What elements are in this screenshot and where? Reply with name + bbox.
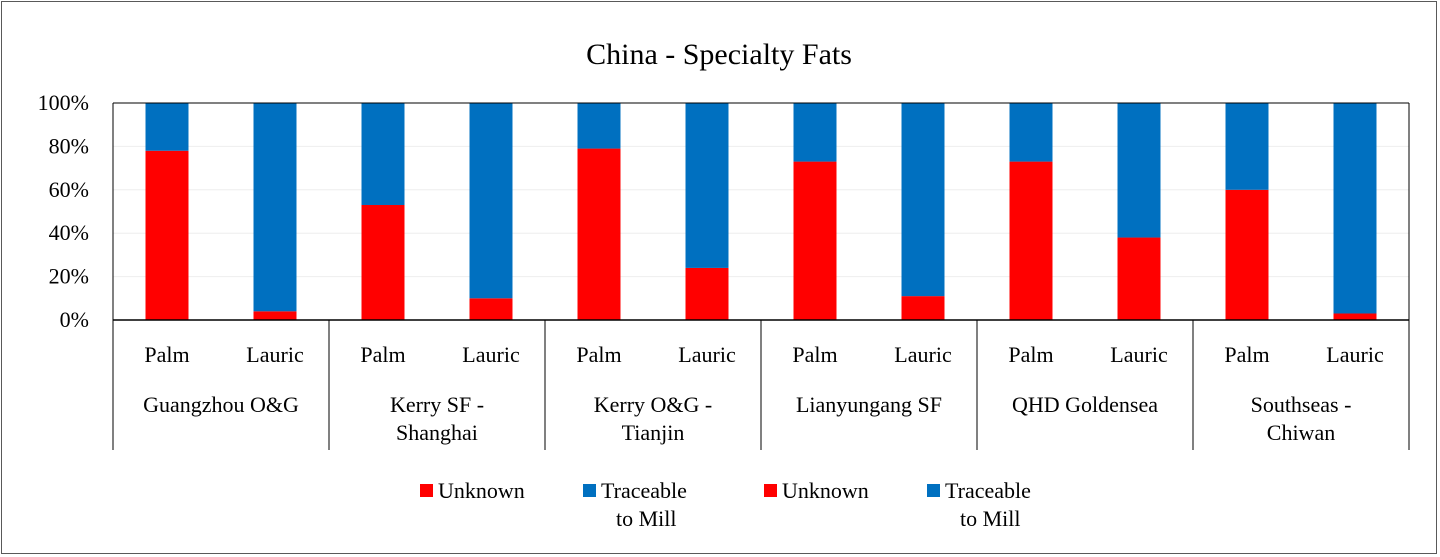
bar-segment-unknown <box>685 267 729 320</box>
chart-title: China - Specialty Fats <box>586 38 852 71</box>
y-tick-label: 40% <box>49 220 89 245</box>
bar-segment-unknown <box>901 296 945 320</box>
bars <box>145 103 1377 320</box>
legend-label: Traceable <box>601 478 687 503</box>
legend-swatch <box>764 484 777 497</box>
y-tick-label: 20% <box>49 264 89 289</box>
x-subcategory-label: Palm <box>576 342 621 367</box>
x-subcategory-label: Lauric <box>462 342 520 367</box>
bar-segment-traceable-to-mill <box>1009 103 1053 162</box>
x-subcategory-label: Palm <box>360 342 405 367</box>
bar-segment-traceable-to-mill <box>793 103 837 162</box>
bar-segment-unknown <box>1333 313 1377 320</box>
bar-segment-unknown <box>1225 189 1269 320</box>
bar-segment-traceable-to-mill <box>1117 103 1161 238</box>
x-subcategory-label: Lauric <box>1326 342 1384 367</box>
legend-swatch <box>420 484 433 497</box>
bar-segment-unknown <box>1117 237 1161 320</box>
bar-segment-unknown <box>793 161 837 320</box>
bar-segment-traceable-to-mill <box>901 103 945 297</box>
bar-segment-traceable-to-mill <box>469 103 513 299</box>
legend-label: Unknown <box>438 478 525 503</box>
bar-segment-unknown <box>253 311 297 320</box>
x-subcategory-label: Palm <box>144 342 189 367</box>
legend: Unknown Traceable to Mill Unknown Traceable t… <box>420 478 1031 531</box>
x-group-label: Chiwan <box>1267 420 1335 445</box>
y-tick-label: 0% <box>60 307 89 332</box>
bar-segment-traceable-to-mill <box>253 103 297 312</box>
x-subcategory-label: Lauric <box>246 342 304 367</box>
bar-segment-traceable-to-mill <box>685 103 729 268</box>
bar-segment-traceable-to-mill <box>1333 103 1377 314</box>
bar-segment-unknown <box>361 204 405 320</box>
legend-label: to Mill <box>960 506 1021 531</box>
x-subcategory-label: Lauric <box>1110 342 1168 367</box>
x-subcategory-label: Palm <box>1008 342 1053 367</box>
x-group-label: Guangzhou O&G <box>143 392 299 417</box>
bar-segment-traceable-to-mill <box>145 103 189 151</box>
bar-segment-unknown <box>1009 161 1053 320</box>
x-subcategory-label: Lauric <box>894 342 952 367</box>
y-tick-label: 60% <box>49 177 89 202</box>
legend-swatch <box>927 484 940 497</box>
x-group-label: Lianyungang SF <box>796 392 942 417</box>
x-group-label: Tianjin <box>622 420 685 445</box>
legend-label: Traceable <box>945 478 1031 503</box>
bar-segment-traceable-to-mill <box>361 103 405 205</box>
x-group-label: QHD Goldensea <box>1012 392 1158 417</box>
y-tick-label: 80% <box>49 133 89 158</box>
axes: 0% 20% 40% 60% 80% 100% Palm Lauric Guangzhou O&… <box>38 90 1410 450</box>
x-group-label: Southseas - <box>1251 392 1352 417</box>
x-group-label: Kerry O&G - <box>594 392 713 417</box>
x-subcategory-label: Palm <box>1224 342 1269 367</box>
legend-label: to Mill <box>616 506 677 531</box>
x-group-label: Shanghai <box>396 420 478 445</box>
x-group-label: Kerry SF - <box>390 392 484 417</box>
bar-segment-traceable-to-mill <box>1225 103 1269 190</box>
gridlines <box>113 145 1409 278</box>
legend-swatch <box>583 484 596 497</box>
bar-segment-unknown <box>577 148 621 320</box>
x-subcategory-label: Palm <box>792 342 837 367</box>
bar-segment-unknown <box>469 298 513 320</box>
x-subcategory-label: Lauric <box>678 342 736 367</box>
y-tick-label: 100% <box>38 90 89 115</box>
bar-segment-unknown <box>145 150 189 320</box>
legend-label: Unknown <box>782 478 869 503</box>
bar-segment-traceable-to-mill <box>577 103 621 149</box>
